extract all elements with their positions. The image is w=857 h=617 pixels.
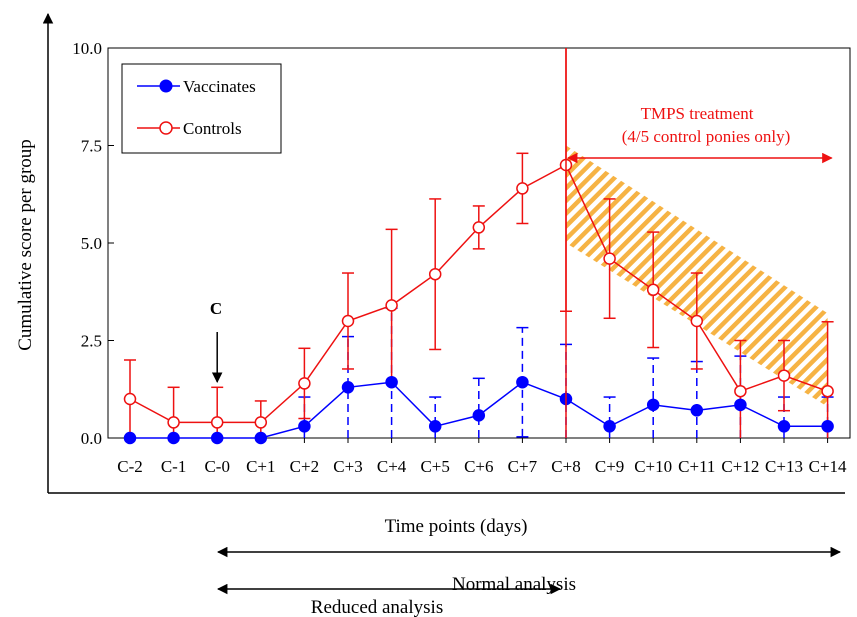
point-vaccinates: [690, 404, 704, 417]
point-vaccinates: [777, 420, 791, 433]
x-tick-label: C+7: [508, 457, 538, 476]
x-tick-label: C+9: [595, 457, 624, 476]
x-tick-label: C-1: [161, 457, 187, 476]
point-vaccinates: [603, 420, 616, 433]
normal-analysis-label: Normal analysis: [452, 574, 576, 595]
x-tick-label: C+4: [377, 457, 407, 476]
x-tick-label: C-0: [204, 457, 230, 476]
point-controls: [254, 416, 268, 429]
point-controls: [428, 267, 442, 281]
point-controls: [603, 252, 616, 265]
treatment-label-line1: TMPS treatment: [641, 104, 754, 123]
challenge-label: C: [210, 299, 222, 318]
point-vaccinates: [646, 398, 660, 412]
point-controls: [298, 377, 311, 390]
x-tick-label: C+12: [721, 457, 759, 476]
y-axis-title: Cumulative score per group: [15, 139, 36, 351]
point-controls: [646, 283, 660, 297]
x-tick-label: C+11: [678, 457, 715, 476]
point-controls: [167, 416, 180, 429]
y-tick-label: 5.0: [81, 234, 102, 253]
y-tick-label: 2.5: [81, 332, 102, 351]
point-controls: [385, 299, 398, 312]
legend-controls-label: Controls: [183, 119, 242, 138]
x-tick-label: C+14: [809, 457, 847, 476]
point-controls: [123, 392, 137, 406]
reduced-analysis-label: Reduced analysis: [311, 597, 443, 617]
y-tick-group: 0.0 2.5 5.0 7.5 10.0: [72, 39, 114, 448]
point-controls: [777, 369, 791, 382]
legend-controls-marker: [159, 121, 173, 135]
x-tick-group: C-2 C-1 C-0 C+1 C+2 C+3 C+4 C+5 C+6 C+7 C+8 C+9 C+10…: [117, 438, 847, 476]
legend-box: [121, 63, 282, 154]
y-tick-label: 0.0: [81, 429, 102, 448]
y-tick-label: 7.5: [81, 137, 102, 156]
point-controls: [210, 416, 224, 429]
point-vaccinates: [210, 431, 224, 445]
point-vaccinates: [341, 381, 355, 394]
x-tick-label: C+1: [246, 457, 275, 476]
x-tick-label: C+8: [551, 457, 580, 476]
point-controls: [472, 221, 486, 234]
x-tick-label: C+10: [634, 457, 672, 476]
x-tick-label: C-2: [117, 457, 143, 476]
point-vaccinates: [254, 431, 268, 445]
point-vaccinates: [167, 431, 180, 445]
point-vaccinates: [516, 375, 529, 389]
point-group: [123, 158, 834, 445]
point-vaccinates: [385, 375, 398, 389]
x-tick-label: C+5: [420, 457, 449, 476]
point-vaccinates: [298, 420, 311, 433]
x-tick-label: C+13: [765, 457, 803, 476]
x-axis-title: Time points (days): [385, 516, 528, 537]
point-vaccinates: [734, 398, 747, 412]
point-controls: [821, 384, 834, 398]
legend-vaccinates-marker: [159, 79, 173, 93]
treatment-label-line2: (4/5 control ponies only): [622, 127, 791, 146]
point-vaccinates: [821, 420, 834, 433]
point-vaccinates: [123, 431, 137, 445]
x-tick-label: C+3: [333, 457, 362, 476]
y-tick-label: 10.0: [72, 39, 102, 58]
point-vaccinates: [472, 409, 486, 422]
x-tick-label: C+2: [290, 457, 319, 476]
point-controls: [690, 314, 704, 328]
point-vaccinates: [428, 420, 442, 433]
point-controls: [341, 314, 355, 328]
point-controls: [734, 384, 747, 398]
x-tick-label: C+6: [464, 457, 493, 476]
legend-vaccinates-label: Vaccinates: [183, 77, 256, 96]
point-controls: [516, 182, 529, 195]
